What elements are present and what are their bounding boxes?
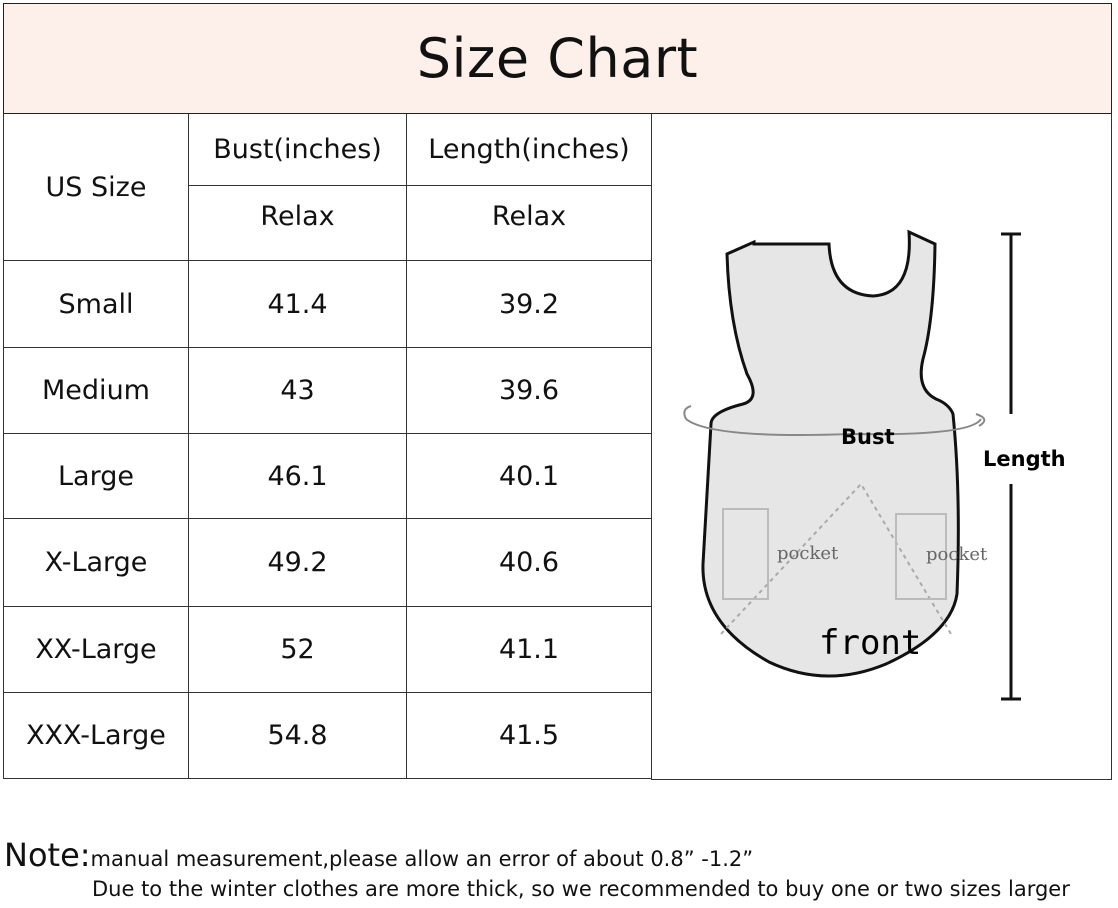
front-label: front bbox=[819, 623, 921, 663]
note-prefix: Note: bbox=[4, 836, 91, 874]
bust-cell: 49.2 bbox=[189, 519, 407, 607]
bust-label: Bust bbox=[841, 425, 895, 449]
length-cell: 39.6 bbox=[407, 348, 652, 434]
pocket-right-label: pocket bbox=[926, 544, 988, 565]
length-cell: 41.1 bbox=[407, 607, 652, 693]
size-cell: XX-Large bbox=[3, 607, 189, 693]
apron-outline bbox=[701, 229, 960, 678]
pocket-left-label: pocket bbox=[777, 543, 839, 564]
title-band: Size Chart bbox=[3, 3, 1112, 114]
header-us-size: US Size bbox=[3, 114, 189, 261]
size-cell: Small bbox=[3, 261, 189, 348]
note-line-1: Note:manual measurement,please allow an … bbox=[4, 836, 753, 874]
length-cell: 39.2 bbox=[407, 261, 652, 348]
length-label: Length bbox=[983, 447, 1066, 471]
note-line-2: Due to the winter clothes are more thick… bbox=[92, 877, 1070, 901]
size-cell: XXX-Large bbox=[3, 693, 189, 779]
size-cell: Large bbox=[3, 434, 189, 519]
header-bust-sub: Relax bbox=[189, 186, 407, 261]
page-title: Size Chart bbox=[416, 27, 699, 90]
size-cell: Medium bbox=[3, 348, 189, 434]
bust-cell: 54.8 bbox=[189, 693, 407, 779]
bust-cell: 43 bbox=[189, 348, 407, 434]
length-cell: 40.1 bbox=[407, 434, 652, 519]
header-length: Length(inches) bbox=[407, 114, 652, 186]
bust-cell: 52 bbox=[189, 607, 407, 693]
length-cell: 40.6 bbox=[407, 519, 652, 607]
apron-diagram: Bust Length pocket pocket front bbox=[651, 114, 1112, 780]
header-bust: Bust(inches) bbox=[189, 114, 407, 186]
bust-cell: 46.1 bbox=[189, 434, 407, 519]
note-text-1: manual measurement,please allow an error… bbox=[90, 847, 754, 871]
header-length-sub: Relax bbox=[407, 186, 652, 261]
length-cell: 41.5 bbox=[407, 693, 652, 779]
bust-cell: 41.4 bbox=[189, 261, 407, 348]
apron-illustration: Bust Length pocket pocket front bbox=[683, 229, 1066, 701]
size-cell: X-Large bbox=[3, 519, 189, 607]
